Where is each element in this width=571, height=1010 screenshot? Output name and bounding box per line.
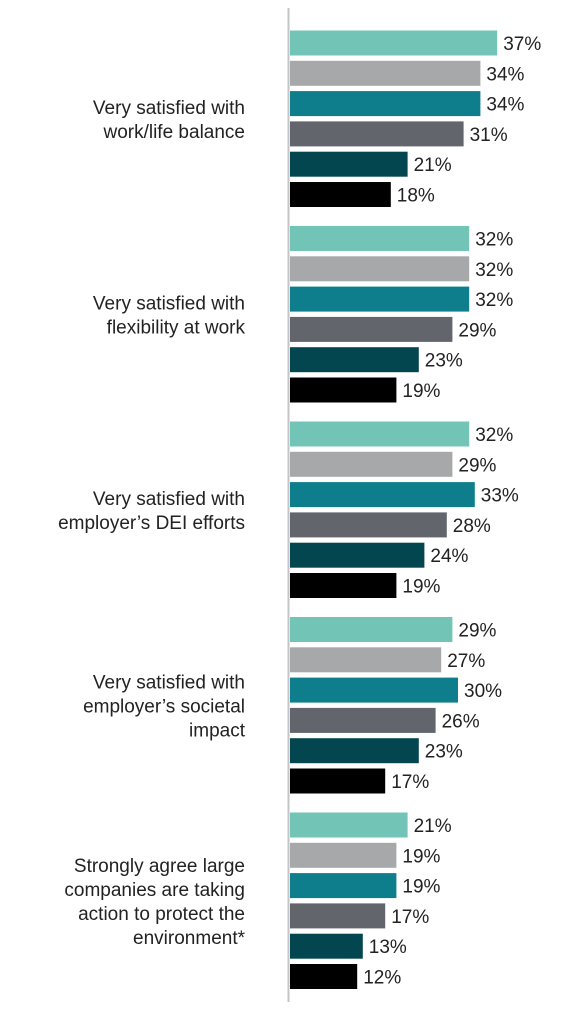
bar-value-label: 21% [414,155,452,176]
category-label-line: Very satisfied with [93,672,245,693]
category-label: Very satisfied with flexibility at work [93,293,246,338]
category-label-line: flexibility at work [107,317,246,338]
bar [290,286,470,312]
category-label: Very satisfied with employer’s societal im… [83,672,246,741]
bar [290,873,397,899]
bar-value-label: 33% [481,486,519,507]
bar [290,256,470,282]
bar [290,903,386,929]
bar-value-label: 32% [475,230,513,251]
bar-value-label: 29% [458,621,496,642]
bar [290,542,425,568]
bar-value-label: 23% [425,351,463,372]
bar [290,316,453,342]
bar-value-label: 34% [486,95,524,116]
bar-value-label: 24% [430,546,468,567]
bar-value-label: 23% [425,742,463,763]
bar [290,677,458,703]
category-label-line: Very satisfied with [93,489,245,510]
bar-value-label: 21% [414,816,452,837]
bar [290,377,397,403]
bar-value-label: 26% [442,711,480,732]
category-label: Strongly agree large companies are taking… [64,856,245,949]
bar-value-label: 19% [402,577,440,598]
category-label: Very satisfied with work/life balance [93,98,245,143]
bar [290,812,408,838]
bar-value-label: 13% [369,937,407,958]
bar [290,738,419,764]
category-label-line: employer’s societal [83,696,245,717]
bar [290,121,464,147]
bar [290,707,436,733]
bars [290,30,498,989]
bar-value-label: 28% [453,516,491,537]
category-label-line: employer’s DEI efforts [58,513,245,534]
bar [290,964,358,989]
bar-value-label: 34% [486,64,524,85]
bar-value-label: 12% [363,968,401,989]
bar [290,512,447,538]
category-label-line: Very satisfied with [93,293,245,314]
bar-value-label: 32% [475,260,513,281]
category-label-line: impact [189,720,246,741]
bar-value-label: 19% [402,877,440,898]
category-label-line: work/life balance [102,122,245,143]
bar-value-label: 31% [470,125,508,146]
bar [290,617,453,642]
bar-value-label: 29% [458,320,496,341]
bar [290,647,442,673]
bar-value-label: 19% [402,846,440,867]
bar-value-label: 32% [475,290,513,311]
category-label-line: action to protect the [78,904,245,925]
category-labels: Very satisfied with work/life balanceVery… [58,98,246,949]
bar-value-label: 19% [402,381,440,402]
bar-value-label: 17% [391,772,429,793]
bar [290,226,470,251]
bar [290,421,470,447]
category-label-line: Very satisfied with [93,98,245,119]
bar [290,347,419,373]
bar [290,60,481,86]
bar-value-label: 17% [391,907,429,928]
category-label-line: Strongly agree large [74,856,245,877]
bar [290,768,386,794]
bar-value-label: 27% [447,651,485,672]
bar-value-label: 37% [503,34,541,55]
bar [290,842,397,868]
bar-value-label: 29% [458,455,496,476]
category-label-line: environment* [133,928,246,949]
bar [290,573,397,598]
bar-value-label: 18% [397,186,435,207]
bar [290,451,453,477]
bar-value-label: 30% [464,681,502,702]
value-labels: 37% 34% 34% 31% 21% 18% 32% 32% 32% 29% 23% 19% 32% 2… [363,34,541,989]
category-label-line: companies are taking [64,880,245,901]
category-label: Very satisfied with employer’s DEI effort… [58,489,245,534]
bar [290,933,363,959]
bar [290,151,408,177]
bar [290,182,391,207]
bar [290,91,481,117]
bar [290,482,475,508]
bar [290,30,498,56]
bar-value-label: 32% [475,425,513,446]
